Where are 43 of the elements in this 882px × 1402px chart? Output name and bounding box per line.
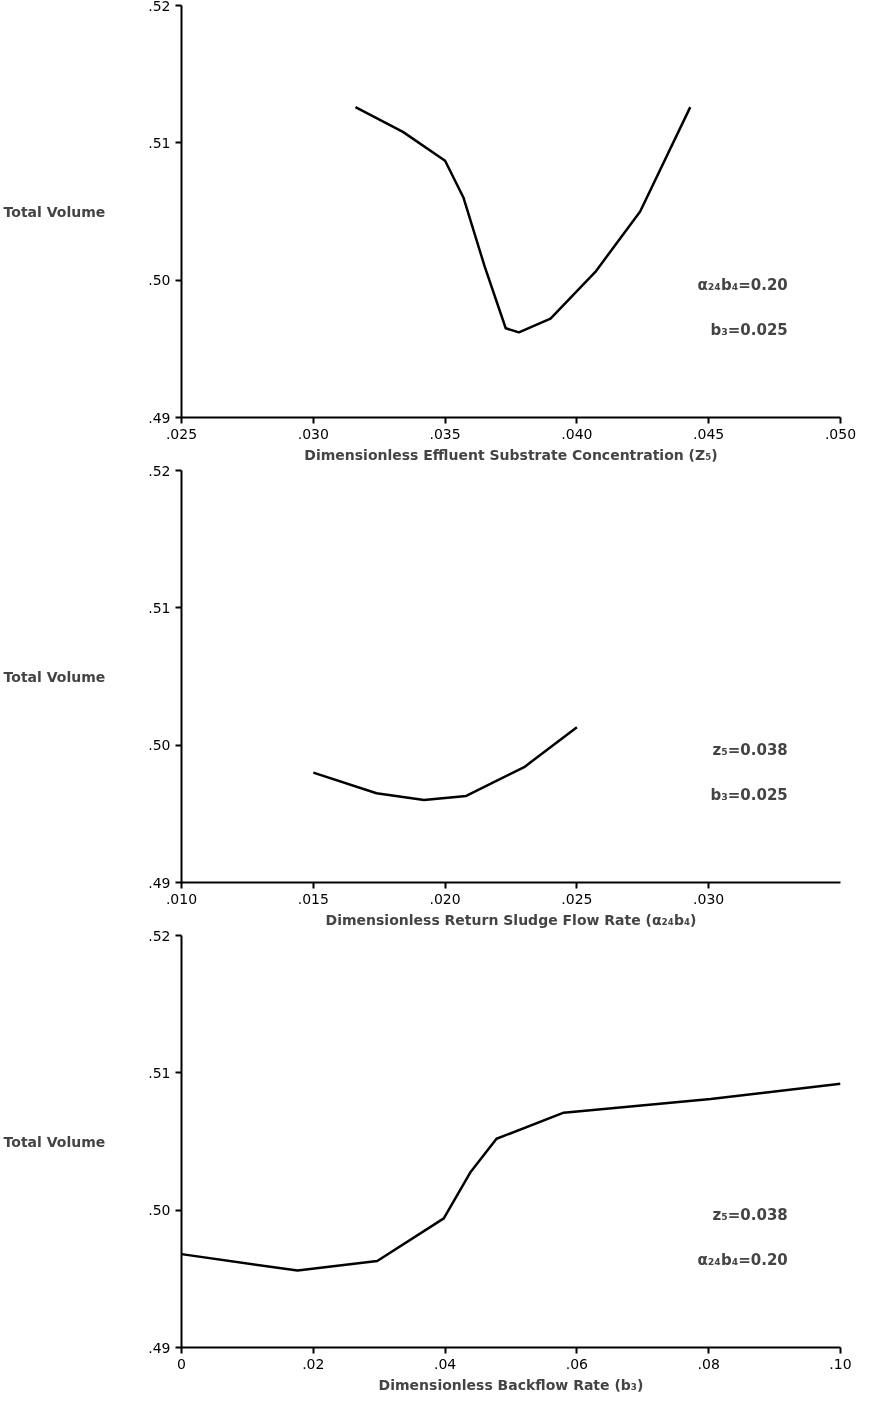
x-tick-label: .02: [302, 1355, 325, 1372]
x-tick-label: .030: [297, 425, 329, 442]
y-tick-label: .49: [148, 1339, 171, 1356]
x-tick-label: .045: [693, 425, 725, 442]
x-tick-label: .040: [561, 425, 593, 442]
x-tick-label: 0: [177, 1355, 186, 1372]
y-tick-label: .51: [148, 1064, 171, 1081]
x-tick-label: .025: [165, 425, 198, 442]
y-tick-label: .52: [148, 462, 171, 479]
x-tick-label: .10: [829, 1355, 852, 1372]
x-tick-label: .035: [429, 425, 461, 442]
y-tick-label: .51: [148, 134, 171, 151]
y-tick-label: .52: [148, 927, 171, 944]
x-tick-label: .08: [697, 1355, 720, 1372]
x-tick-label: .015: [297, 890, 329, 907]
line-series: [354, 105, 692, 334]
y-tick-label: .50: [148, 272, 171, 289]
annotation: z₅=0.038: [712, 740, 788, 759]
y-tick-label: .52: [148, 0, 171, 14]
y-tick-label: .49: [148, 874, 171, 891]
x-axis-title: Dimensionless Return Sludge Flow Rate (α₂₄b₄): [325, 911, 697, 928]
x-tick-label: .06: [565, 1355, 589, 1372]
annotation: z₅=0.038: [712, 1205, 788, 1224]
line-series: [312, 726, 579, 802]
y-axis-title: Total Volume: [3, 668, 106, 685]
y-tick-label: .51: [148, 599, 171, 616]
x-tick-label: .025: [561, 890, 593, 907]
x-tick-label: .04: [433, 1355, 457, 1372]
x-axis-title: Dimensionless Effluent Substrate Concentration (Z₅): [304, 446, 718, 463]
x-tick-label: .020: [429, 890, 461, 907]
annotation: b₃=0.025: [710, 321, 788, 340]
x-tick-label: .030: [693, 890, 725, 907]
annotation: α₂₄b₄=0.20: [697, 275, 788, 294]
y-axis-title: Total Volume: [3, 203, 106, 220]
x-tick-label: .050: [824, 425, 857, 442]
y-tick-label: .50: [148, 737, 171, 754]
y-tick-label: .50: [148, 1202, 171, 1219]
y-axis-title: Total Volume: [3, 1133, 106, 1150]
x-axis-title: Dimensionless Backflow Rate (b₃): [378, 1376, 644, 1393]
y-tick-label: .49: [148, 409, 171, 426]
x-tick-label: .010: [165, 890, 198, 907]
annotation: b₃=0.025: [710, 786, 788, 805]
annotation: α₂₄b₄=0.20: [697, 1251, 788, 1270]
